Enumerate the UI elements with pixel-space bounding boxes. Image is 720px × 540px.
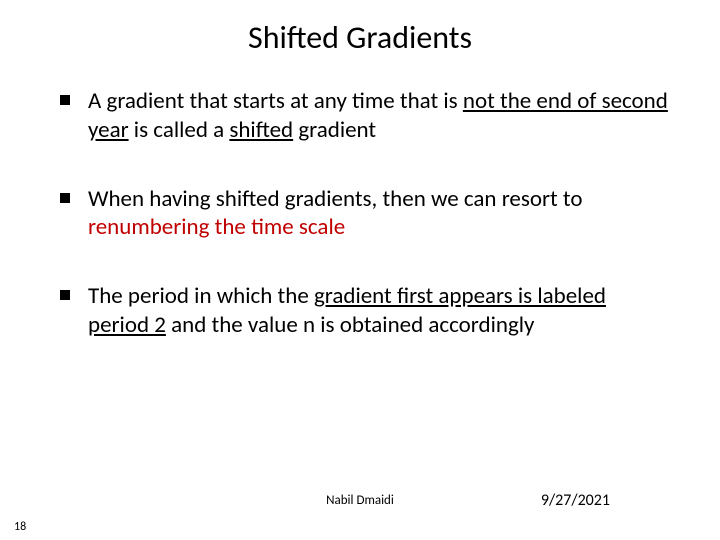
text-run-underline: shifted — [229, 116, 293, 144]
text-run-emphasis: renumbering the time scale — [88, 213, 345, 241]
bullet-item: A gradient that starts at any time that … — [60, 87, 670, 145]
slide-title: Shifted Gradients — [0, 0, 720, 67]
footer-page-number: 18 — [14, 520, 26, 534]
text-run: is called a — [129, 116, 230, 144]
text-run: The period in which the — [88, 282, 314, 310]
slide: Shifted Gradients A gradient that starts… — [0, 0, 720, 540]
text-run: A gradient that starts at any time that … — [88, 87, 463, 115]
slide-body: A gradient that starts at any time that … — [0, 67, 720, 340]
footer-date: 9/27/2021 — [541, 491, 610, 510]
text-run: and the value n is obtained accordingly — [166, 311, 535, 339]
text-run: When having shifted gradients, then we c… — [88, 185, 583, 213]
text-run: gradient — [293, 116, 376, 144]
bullet-item: The period in which the gradient first a… — [60, 282, 670, 340]
bullet-list: A gradient that starts at any time that … — [60, 87, 670, 340]
bullet-item: When having shifted gradients, then we c… — [60, 185, 670, 243]
footer-author: Nabil Dmaidi — [0, 493, 720, 508]
